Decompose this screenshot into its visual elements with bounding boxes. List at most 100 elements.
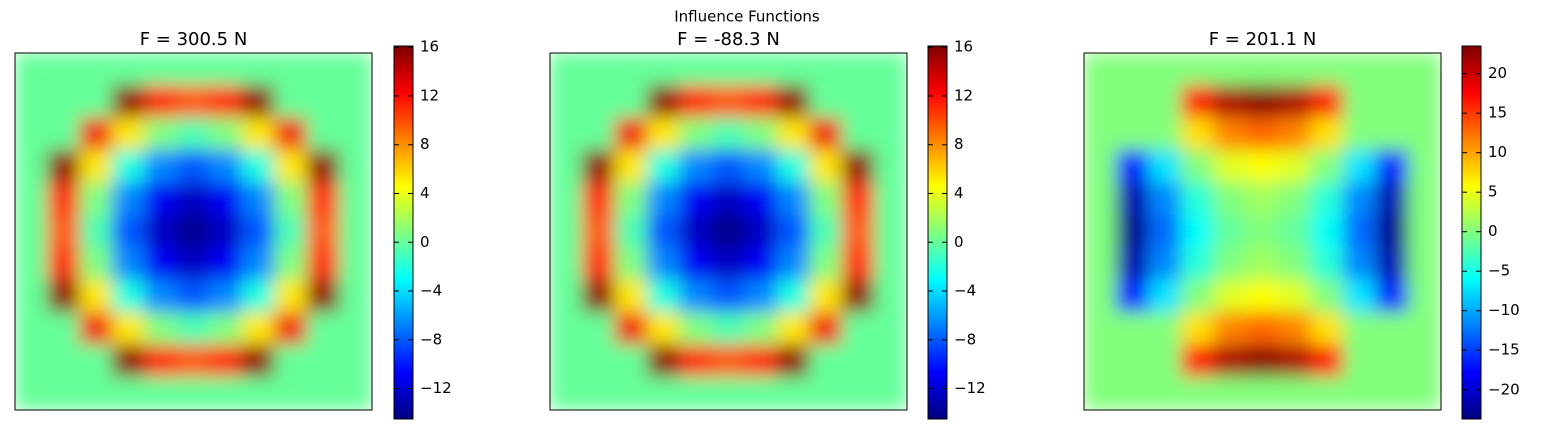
heatmap-cell [776, 149, 811, 184]
heatmap-cell [144, 247, 178, 281]
heatmap-cell [209, 149, 243, 184]
heatmap-cell [841, 84, 876, 119]
heatmap-cell [646, 84, 681, 119]
heatmap-cell [550, 279, 583, 314]
heatmap-cell [744, 149, 778, 184]
heatmap-cell [1148, 117, 1182, 151]
heatmap-cell [1115, 117, 1150, 151]
heatmap-cell [79, 377, 113, 410]
heatmap-cell [614, 344, 648, 379]
heatmap-cell [1310, 214, 1345, 249]
heatmap-cell [874, 247, 907, 281]
heatmap-cell [809, 149, 843, 184]
heatmap-cell [46, 279, 81, 314]
colorbar-tick-label: −12 [420, 379, 452, 397]
heatmap-cell [176, 53, 211, 86]
heatmap-cell [1245, 149, 1280, 184]
heatmap-cell [209, 279, 243, 314]
heatmap-cell [1115, 247, 1150, 281]
heatmap-cell [646, 377, 681, 410]
heatmap-cell [550, 53, 583, 86]
heatmap-cell [15, 84, 48, 119]
heatmap-cell [744, 247, 778, 281]
heatmap-cell [874, 214, 907, 249]
heatmap-cell [339, 312, 372, 346]
heatmap-cell [176, 247, 211, 281]
heatmap-cell [176, 182, 211, 216]
heatmap-cell [176, 377, 211, 410]
heatmap-cell [79, 149, 113, 184]
heatmap-cell [241, 149, 276, 184]
heatmap-cell [550, 247, 583, 281]
heatmap-cell [209, 117, 243, 151]
heatmap-cell [679, 84, 713, 119]
heatmap-cell [1115, 182, 1150, 216]
heatmap-cell [874, 84, 907, 119]
heatmap-cell [144, 214, 178, 249]
heatmap-cell [1180, 149, 1215, 184]
heatmap-cell [15, 312, 48, 346]
heatmap-cell [1245, 377, 1280, 410]
heatmap-cell [15, 117, 48, 151]
heatmap-cell [1310, 53, 1345, 86]
heatmap-cell [841, 53, 876, 86]
heatmap-cell [711, 149, 746, 184]
heatmap-cell [306, 344, 341, 379]
heatmap-cell [711, 182, 746, 216]
heatmap-cell [1408, 344, 1441, 379]
heatmap-cell [1343, 377, 1377, 410]
colorbar-tick-label: 16 [954, 38, 973, 56]
heatmap-cells [15, 53, 372, 410]
heatmap-cell [144, 312, 178, 346]
heatmap-cell [306, 149, 341, 184]
heatmap-cell [646, 279, 681, 314]
heatmap-cell [209, 182, 243, 216]
heatmap-cell [614, 247, 648, 281]
heatmap-cell [274, 117, 308, 151]
heatmap-cell [646, 312, 681, 346]
heatmap-cell [614, 149, 648, 184]
figure-title: Influence Functions [674, 8, 820, 26]
colorbar-tick-label: 8 [420, 135, 430, 153]
heatmap-cell [1343, 279, 1377, 314]
heatmap-cell [1343, 117, 1377, 151]
panel-title: F = 300.5 N [140, 29, 248, 50]
heatmap-cell [1375, 344, 1410, 379]
heatmap-cell [614, 117, 648, 151]
heatmap-cell [1408, 53, 1441, 86]
heatmap-cell [614, 312, 648, 346]
heatmap-cell [111, 312, 146, 346]
heatmap-cell [841, 279, 876, 314]
heatmap-cell [1148, 377, 1182, 410]
heatmap-cell [550, 312, 583, 346]
heatmap-cell [111, 344, 146, 379]
heatmap-cell [1245, 247, 1280, 281]
heatmap-cell [1213, 247, 1247, 281]
heatmap-cell [306, 214, 341, 249]
heatmap-cell [111, 53, 146, 86]
heatmap-cell [144, 53, 178, 86]
heatmap-cell [776, 312, 811, 346]
heatmap-cell [79, 117, 113, 151]
heatmap-cell [339, 117, 372, 151]
heatmap-cell [1343, 149, 1377, 184]
heatmap-cell [1115, 214, 1150, 249]
heatmap-cell [776, 182, 811, 216]
heatmap-cell [1148, 344, 1182, 379]
heatmap-cell [1180, 377, 1215, 410]
heatmap-cell [144, 182, 178, 216]
heatmap-cell [874, 182, 907, 216]
heatmap-cell [111, 149, 146, 184]
heatmap-cell [1148, 53, 1182, 86]
heatmap-cell [1245, 312, 1280, 346]
heatmap-cell [46, 149, 81, 184]
heatmap-cell [1375, 214, 1410, 249]
heatmap-cell [744, 182, 778, 216]
heatmap-cell [809, 312, 843, 346]
heatmap-cell [550, 117, 583, 151]
colorbar [393, 45, 414, 420]
heatmap-cell [1115, 312, 1150, 346]
colorbar [927, 45, 948, 420]
heatmap-cell [1115, 149, 1150, 184]
heatmap-cell [581, 84, 616, 119]
